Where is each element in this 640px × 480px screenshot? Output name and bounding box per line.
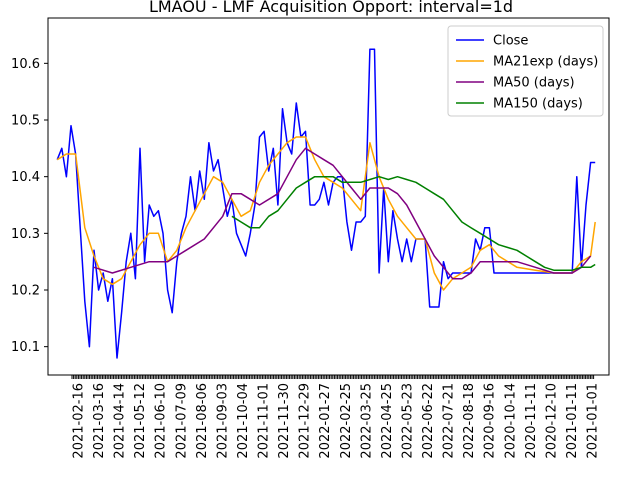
- y-tick-label-5: 10.6: [11, 57, 40, 72]
- x-tick-label-11: 2021-12-29: [298, 383, 313, 459]
- x-tick-label-2: 2021-04-14: [113, 383, 128, 459]
- y-tick-label-2: 10.3: [11, 227, 40, 242]
- chart-title: LMAOU - LMF Acquisition Opport: interval…: [149, 0, 513, 16]
- x-tick-label-13: 2022-02-25: [339, 383, 354, 459]
- x-tick-label-21: 2020-10-14: [503, 383, 518, 459]
- x-tick-label-23: 2020-12-10: [544, 383, 559, 459]
- legend-label-0: Close: [493, 34, 528, 49]
- x-tick-label-3: 2021-05-12: [133, 383, 148, 459]
- x-tick-label-10: 2021-11-30: [277, 383, 292, 459]
- x-tick-marks: [71, 375, 595, 379]
- legend-label-3: MA150 (days): [493, 97, 583, 112]
- x-tick-label-9: 2021-11-01: [257, 383, 272, 459]
- legend-label-2: MA50 (days): [493, 76, 575, 91]
- x-tick-label-6: 2021-08-06: [195, 383, 210, 459]
- x-tick-label-24: 2021-01-11: [565, 383, 580, 459]
- series-line-2: [93, 147, 592, 280]
- x-tick-label-16: 2022-05-23: [401, 383, 416, 459]
- legend-box: [447, 25, 604, 117]
- y-tick-label-0: 10.1: [11, 340, 40, 355]
- y-tick-label-1: 10.2: [11, 284, 40, 299]
- x-tick-label-0: 2021-02-16: [72, 383, 87, 459]
- series-line-1: [56, 136, 596, 291]
- x-tick-label-5: 2021-07-09: [174, 383, 189, 459]
- x-tick-label-14: 2022-03-25: [359, 383, 374, 459]
- y-tick-label-3: 10.4: [11, 170, 40, 185]
- x-tick-label-15: 2022-04-25: [380, 383, 395, 459]
- legend-label-1: MA21exp (days): [493, 55, 598, 70]
- x-tick-label-4: 2021-06-10: [154, 383, 169, 459]
- x-tick-label-22: 2020-11-11: [524, 383, 539, 459]
- y-tick-label-4: 10.5: [11, 114, 40, 129]
- legend: Close MA21exp (days) MA50 (days) MA150 (day…: [447, 25, 604, 117]
- x-tick-label-25: 2021-01-01: [586, 383, 601, 459]
- x-axis: 2021-02-16 2021-03-16 2021-04-14 2021-05-12…: [71, 375, 601, 459]
- x-tick-label-17: 2022-06-22: [421, 383, 436, 459]
- series-line-3: [231, 175, 596, 271]
- x-tick-label-20: 2020-09-16: [483, 383, 498, 459]
- x-tick-label-7: 2021-09-03: [215, 383, 230, 459]
- x-tick-label-18: 2022-07-21: [442, 383, 457, 459]
- series-group: [56, 48, 596, 359]
- x-tick-label-1: 2021-03-16: [92, 383, 107, 459]
- x-tick-label-8: 2021-10-04: [236, 383, 251, 459]
- x-tick-label-19: 2022-08-18: [462, 383, 477, 459]
- x-tick-label-12: 2022-01-27: [318, 383, 333, 459]
- y-axis: 10.1 10.2 10.3 10.4 10.5 10.6: [11, 57, 48, 355]
